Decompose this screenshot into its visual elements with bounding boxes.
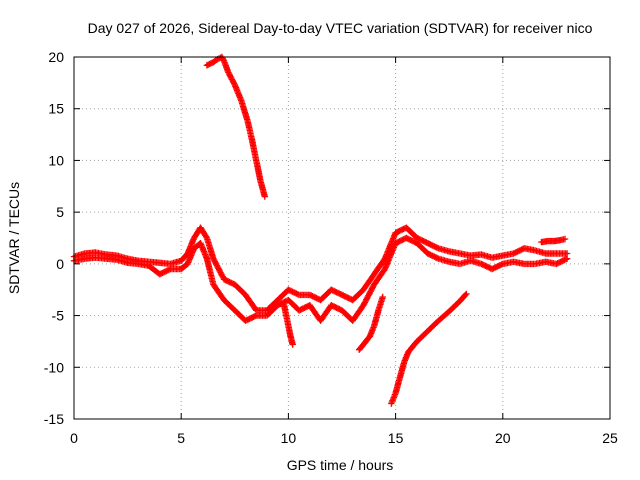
plot-frame	[73, 56, 611, 420]
x-tick-label: 25	[602, 430, 618, 446]
data-point	[165, 266, 173, 273]
data-point	[462, 291, 469, 299]
y-tick-label: -10	[44, 359, 64, 375]
data-point	[230, 80, 238, 87]
axes: 0 5 10 15 20 25 -15 -10 -5 0 5 10 15 20	[44, 49, 618, 446]
data-point	[225, 70, 233, 78]
data-points	[70, 53, 571, 407]
data-point	[361, 299, 369, 306]
data-point	[561, 235, 569, 243]
data-point	[294, 291, 301, 298]
y-tick-label: -15	[44, 411, 64, 427]
y-tick-label: -5	[52, 308, 65, 324]
data-point	[212, 259, 219, 266]
data-point	[289, 341, 296, 348]
y-tick-label: 0	[56, 256, 64, 272]
data-point	[463, 290, 470, 298]
x-tick-label: 0	[70, 430, 78, 446]
data-point	[366, 291, 373, 298]
data-point	[202, 233, 210, 240]
data-point	[563, 255, 571, 262]
x-tick-label: 10	[281, 430, 297, 446]
data-point	[219, 273, 226, 280]
data-point	[220, 56, 227, 63]
grid	[74, 57, 610, 419]
y-tick-label: 15	[48, 101, 64, 117]
data-point	[213, 261, 220, 268]
x-tick-label: 20	[495, 430, 511, 446]
y-tick-label: 5	[56, 204, 64, 220]
x-tick-label: 15	[388, 430, 404, 446]
chart-title: Day 027 of 2026, Sidereal Day-to-day VTE…	[88, 20, 593, 36]
data-point	[216, 267, 223, 275]
data-point	[368, 285, 376, 292]
x-axis-label: GPS time / hours	[287, 457, 394, 473]
data-point	[211, 258, 218, 265]
data-point	[368, 286, 375, 294]
data-point	[261, 193, 268, 200]
y-tick-label: 20	[48, 49, 64, 65]
y-tick-label: 10	[48, 152, 64, 168]
data-point	[379, 293, 386, 301]
data-point	[225, 69, 232, 76]
data-point	[433, 254, 441, 262]
y-axis-label: SDTVAR / TECUs	[6, 182, 22, 294]
data-point	[215, 266, 223, 273]
data-point	[362, 297, 369, 305]
data-point	[215, 265, 222, 272]
x-tick-label: 5	[177, 430, 185, 446]
